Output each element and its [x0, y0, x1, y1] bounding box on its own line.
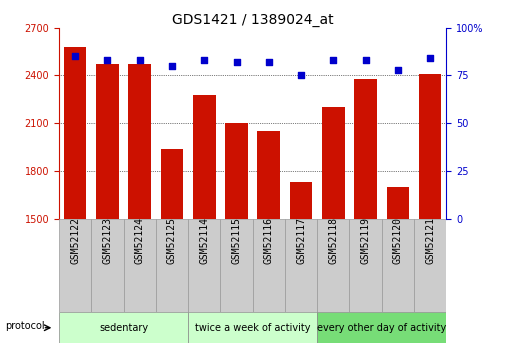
Text: GSM52119: GSM52119 — [361, 217, 370, 264]
Bar — [317, 312, 446, 343]
Text: GSM52117: GSM52117 — [296, 217, 306, 264]
Bar — [290, 183, 312, 219]
Bar — [161, 149, 183, 219]
Bar — [252, 219, 285, 312]
Bar — [382, 219, 414, 312]
Bar — [349, 219, 382, 312]
Bar — [64, 47, 86, 219]
Point — [265, 59, 273, 65]
Bar — [258, 131, 280, 219]
Text: every other day of activity: every other day of activity — [317, 323, 446, 333]
Point — [135, 57, 144, 63]
Bar — [124, 219, 156, 312]
Point — [394, 67, 402, 72]
Text: sedentary: sedentary — [99, 323, 148, 333]
Point — [362, 57, 370, 63]
Text: GSM52121: GSM52121 — [425, 217, 435, 264]
Text: GSM52120: GSM52120 — [393, 217, 403, 264]
Bar — [322, 107, 345, 219]
Text: GSM52125: GSM52125 — [167, 217, 177, 264]
Bar — [96, 64, 119, 219]
Bar — [91, 219, 124, 312]
Bar — [414, 219, 446, 312]
Text: GSM52122: GSM52122 — [70, 217, 80, 264]
Bar — [419, 74, 442, 219]
Point — [103, 57, 111, 63]
Text: GSM52116: GSM52116 — [264, 217, 274, 264]
Bar — [225, 122, 248, 219]
Text: GSM52124: GSM52124 — [135, 217, 145, 264]
Point — [200, 57, 208, 63]
Bar — [354, 79, 377, 219]
Text: GSM52114: GSM52114 — [199, 217, 209, 264]
Point — [71, 53, 79, 59]
Text: GSM52123: GSM52123 — [103, 217, 112, 264]
Point — [329, 57, 338, 63]
Point — [168, 63, 176, 69]
Bar — [128, 64, 151, 219]
Bar — [387, 187, 409, 219]
Text: protocol: protocol — [5, 321, 44, 331]
Text: GSM52118: GSM52118 — [328, 217, 339, 264]
Text: twice a week of activity: twice a week of activity — [195, 323, 310, 333]
Bar — [59, 312, 188, 343]
Bar — [59, 219, 91, 312]
Text: GSM52115: GSM52115 — [231, 217, 242, 264]
Bar — [317, 219, 349, 312]
Bar — [188, 312, 317, 343]
Title: GDS1421 / 1389024_at: GDS1421 / 1389024_at — [172, 12, 333, 27]
Point — [426, 56, 435, 61]
Bar — [221, 219, 252, 312]
Point — [232, 59, 241, 65]
Bar — [188, 219, 221, 312]
Bar — [156, 219, 188, 312]
Bar — [193, 95, 215, 219]
Bar — [285, 219, 317, 312]
Point — [297, 73, 305, 78]
